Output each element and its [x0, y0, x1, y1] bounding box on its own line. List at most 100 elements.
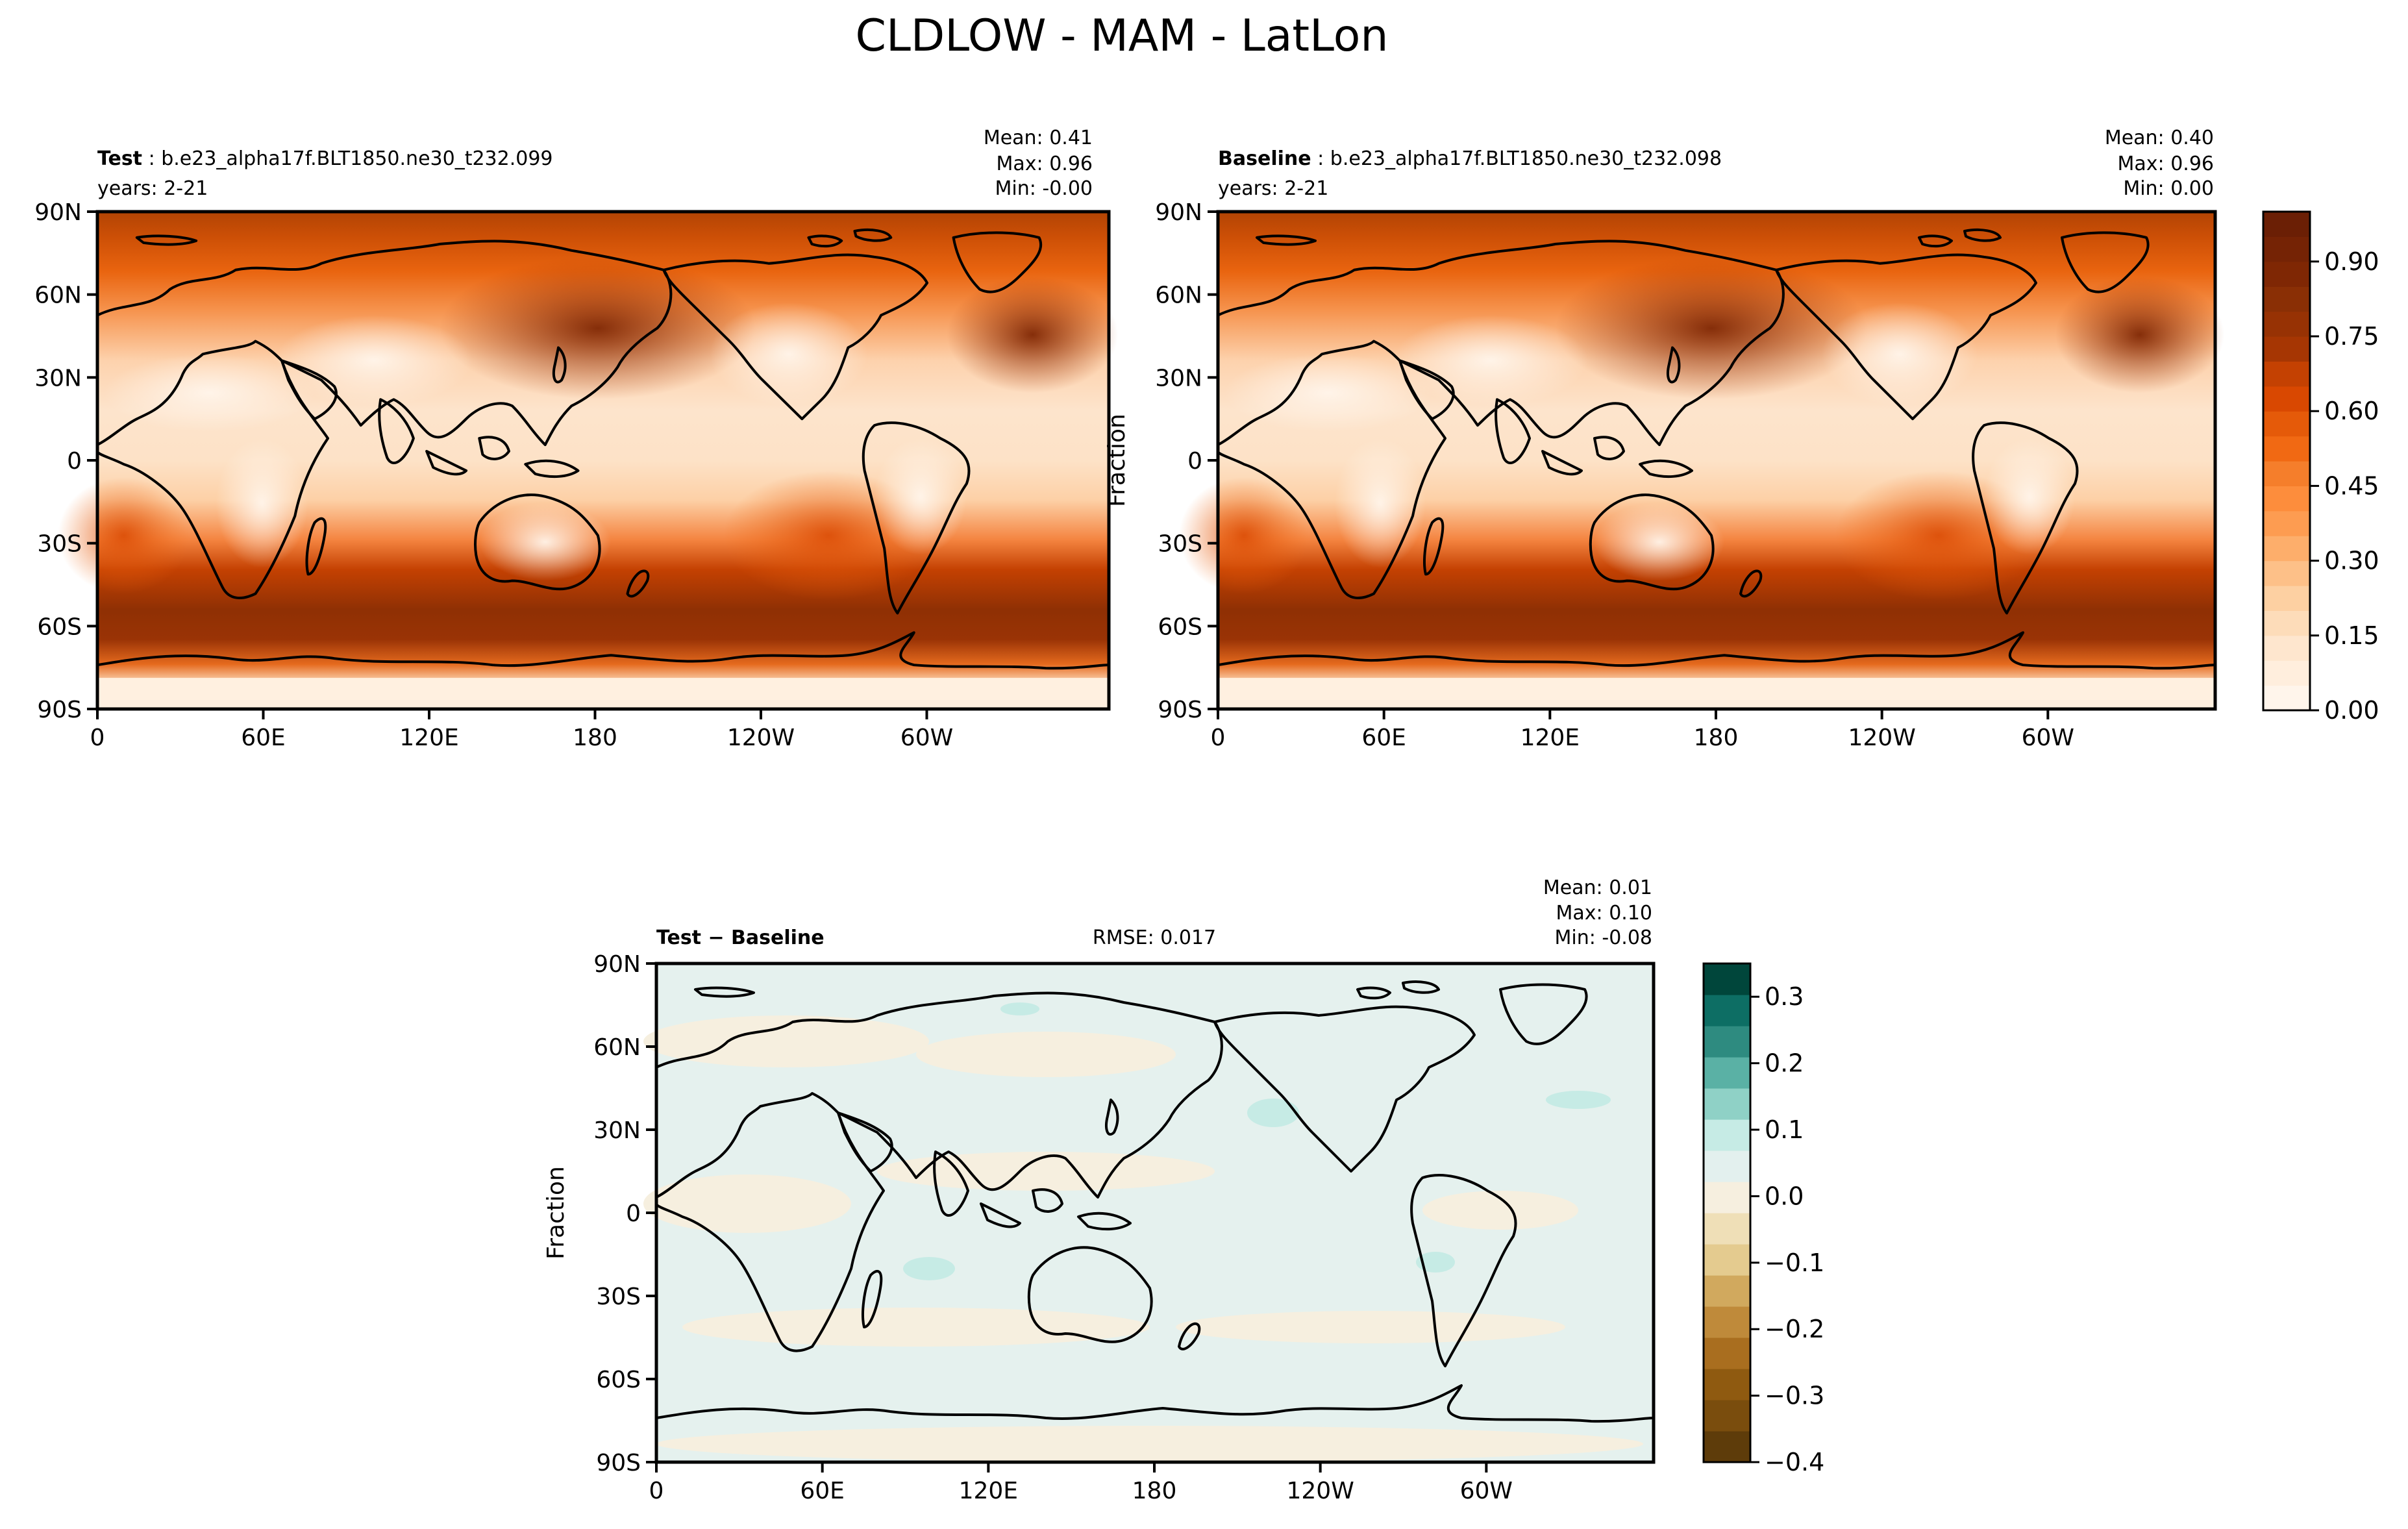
lon-tick-label: 120E	[959, 1478, 1018, 1504]
colorbar-band	[1704, 1337, 1750, 1369]
lat-tick-label: 30S	[596, 1284, 641, 1310]
lon-tick-label: 120E	[399, 725, 458, 751]
panel-diff-min: Min: -0.08	[1555, 926, 1653, 949]
colorbar-band	[1704, 1369, 1750, 1400]
lat-tick-label: 60S	[37, 614, 82, 640]
panel-test-title: Test : b.e23_alpha17f.BLT1850.ne30_t232.…	[97, 147, 553, 170]
lat-tick-label: 90N	[1155, 199, 1202, 226]
lon-tick-label: 60W	[1460, 1478, 1513, 1504]
lat-tick-label: 90S	[596, 1450, 641, 1476]
lon-tick-label: 180	[573, 725, 617, 751]
colorbar-tick-label: −0.4	[1765, 1448, 1824, 1476]
lat-tick-label: 60S	[1158, 614, 1202, 640]
panel-diff: Test − Baseline RMSE: 0.017 Mean: 0.01 M…	[543, 876, 1656, 1504]
colorbar-band	[1704, 1057, 1750, 1089]
panel-diff-ylabel: Fraction	[543, 1166, 569, 1260]
lat-tick-label: 60N	[34, 282, 82, 309]
colorbar-band	[2263, 386, 2310, 412]
colorbar-frame	[1702, 962, 1752, 1463]
colorbar-band	[1704, 1244, 1750, 1276]
lon-tick-label: 120W	[727, 725, 795, 751]
colorbar-band	[2263, 536, 2310, 562]
lat-tick-label: 30N	[593, 1117, 641, 1144]
colorbar-frame	[2262, 210, 2311, 712]
colorbar-band	[2263, 510, 2310, 536]
panel-test-years: years: 2-21	[97, 177, 208, 200]
panel-test: Test : b.e23_alpha17f.BLT1850.ne30_t232.…	[34, 127, 1118, 751]
colorbar-tick-label: 0.30	[2324, 547, 2379, 575]
lat-tick-label: 0	[1187, 448, 1202, 475]
lat-tick-label: 60N	[1155, 282, 1202, 309]
colorbar-diff: 0.3 0.2 0.1 0.0 −0.1 −0.2 −0.3 −0.4	[1702, 962, 1824, 1476]
lat-tick-label: 90N	[34, 199, 82, 226]
lat-tick-label: 0	[626, 1200, 641, 1227]
panel-baseline-mean: Mean: 0.40	[2105, 127, 2214, 149]
colorbar-tick-label: −0.2	[1765, 1315, 1824, 1343]
panel-baseline-max: Max: 0.96	[2118, 153, 2214, 175]
panel-test-max: Max: 0.96	[997, 153, 1093, 175]
colorbar-band	[2263, 586, 2310, 611]
panel-diff-mean: Mean: 0.01	[1543, 876, 1652, 899]
colorbar-tick-label: 0.2	[1765, 1049, 1804, 1078]
colorbar-band	[1704, 1150, 1750, 1182]
panel-baseline: Baseline : b.e23_alpha17f.BLT1850.ne30_t…	[1104, 127, 2224, 751]
colorbar-band	[2263, 411, 2310, 437]
colorbar-band	[2263, 635, 2310, 661]
lon-tick-label: 120W	[1848, 725, 1916, 751]
colorbar-band	[2263, 560, 2310, 586]
lon-tick-label: 60E	[800, 1478, 845, 1504]
lon-tick-label: 60W	[2022, 725, 2074, 751]
colorbar-tick-label: 0.75	[2324, 322, 2379, 351]
colorbar-tick-label: 0.1	[1765, 1115, 1804, 1144]
colorbar-band	[1704, 1431, 1750, 1463]
colorbar-band	[2263, 486, 2310, 512]
map-test	[58, 212, 1118, 709]
colorbar-band	[1704, 963, 1750, 995]
lon-tick-label: 60W	[900, 725, 953, 751]
lat-tick-label: 90S	[37, 697, 82, 723]
lat-tick-label: 90N	[593, 951, 641, 978]
colorbar-tick-label: 0.0	[1765, 1182, 1804, 1210]
colorbar-band	[2263, 461, 2310, 486]
panel-test-mean: Mean: 0.41	[984, 127, 1093, 149]
lat-tick-label: 60S	[596, 1367, 641, 1393]
colorbar-band	[2263, 212, 2310, 237]
colorbar-tick-label: 0.90	[2324, 247, 2379, 276]
colorbar-band	[1704, 1182, 1750, 1213]
colorbar-band	[2263, 361, 2310, 387]
panel-baseline-min: Min: 0.00	[2123, 177, 2214, 200]
panel-diff-rmse: RMSE: 0.017	[1093, 926, 1216, 949]
lat-tick-label: 30S	[1158, 531, 1202, 558]
lat-tick-label: 60N	[593, 1034, 641, 1061]
colorbar-band	[2263, 610, 2310, 636]
colorbar-band	[1704, 1306, 1750, 1338]
colorbar-tick-label: 0.00	[2324, 696, 2379, 725]
lon-tick-label: 120W	[1287, 1478, 1354, 1504]
lat-tick-label: 30N	[34, 365, 82, 392]
colorbar-band	[2263, 286, 2310, 312]
colorbar-tick-label: 0.3	[1765, 982, 1804, 1011]
colorbar-band	[1704, 1119, 1750, 1151]
panel-test-min: Min: -0.00	[995, 177, 1093, 200]
lon-tick-label: 180	[1132, 1478, 1177, 1504]
colorbar-band	[2263, 336, 2310, 362]
panel-diff-max: Max: 0.10	[1556, 902, 1652, 925]
figure-title: CLDLOW - MAM - LatLon	[856, 10, 1389, 62]
colorbar-band	[1704, 995, 1750, 1026]
lon-tick-label: 180	[1694, 725, 1739, 751]
panel-diff-title: Test − Baseline	[656, 926, 825, 949]
colorbar-tick-label: −0.1	[1765, 1249, 1824, 1277]
lat-tick-label: 30S	[37, 531, 82, 558]
map-baseline	[1179, 212, 2224, 709]
panel-baseline-title: Baseline : b.e23_alpha17f.BLT1850.ne30_t…	[1218, 147, 1722, 170]
colorbar-band	[2263, 311, 2310, 337]
colorbar-band	[2263, 236, 2310, 262]
colorbar-band	[2263, 660, 2310, 686]
lat-tick-label: 0	[67, 448, 82, 475]
lon-tick-label: 0	[90, 725, 105, 751]
lon-tick-label: 0	[649, 1478, 664, 1504]
colorbar-band	[2263, 261, 2310, 287]
colorbar-tick-label: 0.15	[2324, 621, 2379, 650]
colorbar-band	[1704, 1026, 1750, 1058]
lon-tick-label: 0	[1211, 725, 1226, 751]
